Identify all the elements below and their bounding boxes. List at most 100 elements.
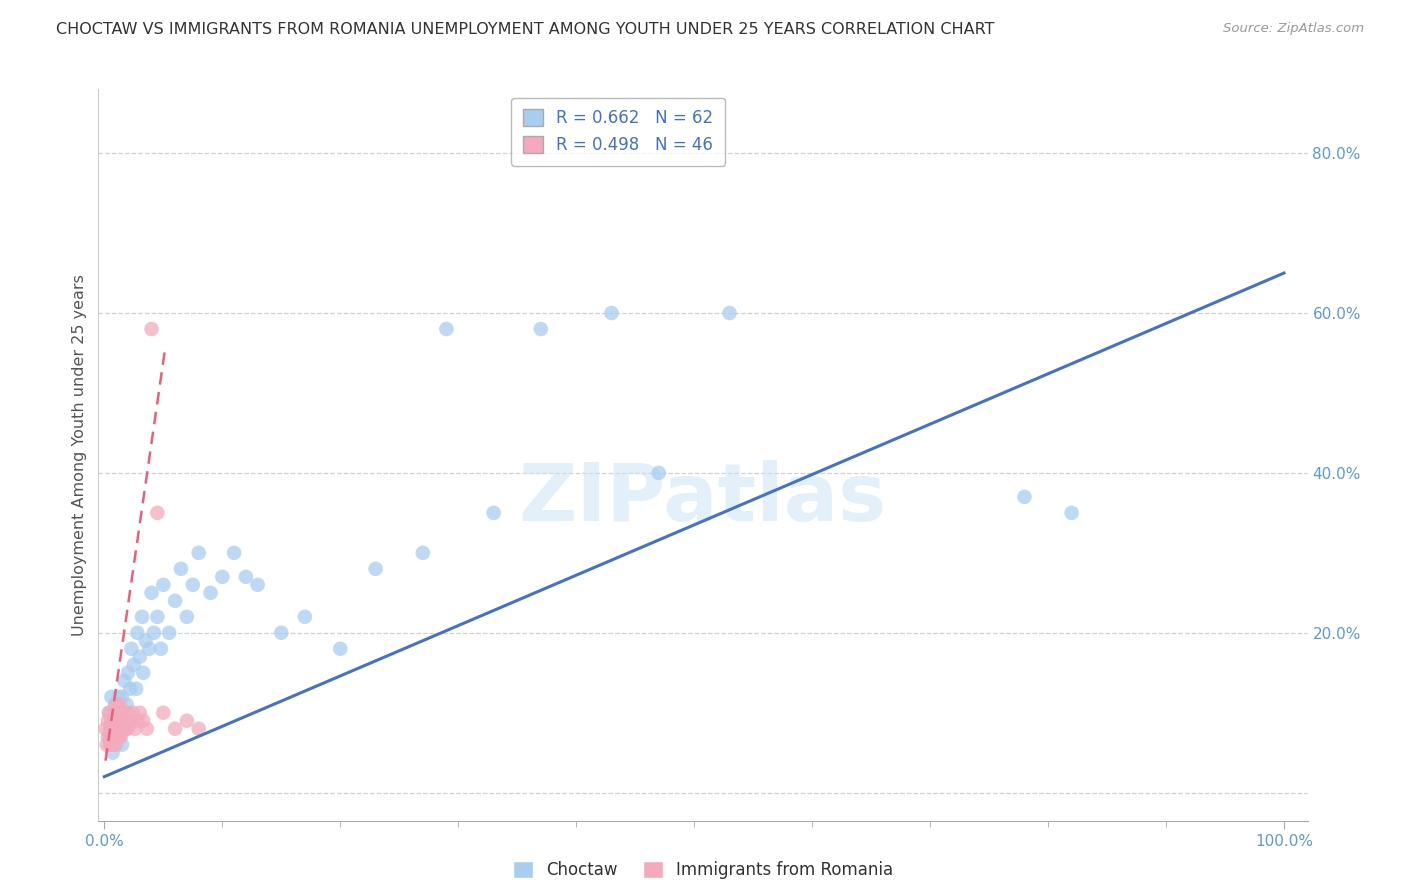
Point (187, 546, 209, 560)
Point (112, 673, 135, 688)
Point (138, 641, 160, 656)
Point (235, 570, 257, 584)
Point (127, 714, 149, 728)
Point (105, 738, 128, 752)
Point (127, 625, 149, 640)
Point (181, 578, 204, 592)
Point (600, 306, 623, 320)
Point (132, 665, 155, 680)
Point (108, 722, 131, 736)
Point (98, 706, 121, 720)
Point (100, 714, 122, 728)
Point (200, 586, 222, 600)
Point (132, 714, 155, 728)
Point (105, 714, 128, 728)
Point (97, 714, 120, 728)
Point (149, 641, 172, 656)
Point (165, 722, 187, 736)
Point (125, 681, 148, 696)
Point (104, 738, 127, 752)
Point (530, 322, 553, 336)
Point (111, 738, 134, 752)
Point (103, 730, 125, 744)
Point (107, 730, 129, 744)
Point (436, 322, 458, 336)
Point (105, 706, 128, 720)
Point (128, 649, 150, 664)
Text: ZIPatlas: ZIPatlas (519, 459, 887, 538)
Point (111, 690, 134, 704)
Point (294, 609, 316, 624)
Point (112, 722, 135, 736)
Point (146, 506, 169, 520)
Point (110, 714, 132, 728)
Point (114, 722, 136, 736)
Point (110, 714, 132, 728)
Point (718, 306, 741, 320)
Text: CHOCTAW VS IMMIGRANTS FROM ROMANIA UNEMPLOYMENT AMONG YOUTH UNDER 25 YEARS CORRE: CHOCTAW VS IMMIGRANTS FROM ROMANIA UNEMP… (56, 22, 994, 37)
Point (98, 738, 121, 752)
Point (110, 730, 132, 744)
Point (104, 698, 127, 712)
Point (117, 722, 139, 736)
Point (103, 730, 125, 744)
Point (176, 609, 198, 624)
Point (105, 698, 128, 712)
Point (108, 730, 131, 744)
Point (103, 714, 125, 728)
Point (135, 722, 157, 736)
Point (1060, 506, 1083, 520)
Point (141, 322, 163, 336)
Point (115, 706, 138, 720)
Point (98, 730, 121, 744)
Point (120, 681, 142, 696)
Point (170, 562, 193, 576)
Point (135, 633, 157, 648)
Point (104, 706, 127, 720)
Point (112, 706, 135, 720)
Point (117, 665, 139, 680)
Point (108, 698, 131, 712)
Point (101, 722, 124, 736)
Point (98, 738, 121, 752)
Point (105, 722, 128, 736)
Point (120, 714, 142, 728)
Point (111, 722, 134, 736)
Point (187, 722, 209, 736)
Point (115, 698, 138, 712)
Point (107, 690, 129, 704)
Point (364, 562, 387, 576)
Point (98, 722, 121, 736)
Point (146, 609, 169, 624)
Point (131, 609, 153, 624)
Point (100, 730, 122, 744)
Text: Source: ZipAtlas.com: Source: ZipAtlas.com (1223, 22, 1364, 36)
Point (141, 586, 163, 600)
Point (118, 714, 141, 728)
Point (94, 722, 117, 736)
Point (152, 706, 174, 720)
Point (246, 578, 269, 592)
Point (121, 706, 143, 720)
Point (1014, 490, 1036, 504)
Point (100, 690, 122, 704)
Point (112, 714, 135, 728)
Point (120, 641, 142, 656)
Point (101, 738, 124, 752)
Point (211, 570, 233, 584)
Point (114, 722, 136, 736)
Point (111, 706, 134, 720)
Point (176, 714, 198, 728)
Point (270, 625, 292, 640)
Point (128, 706, 150, 720)
Point (122, 657, 145, 672)
Point (107, 714, 129, 728)
Point (101, 746, 124, 760)
Point (165, 594, 187, 608)
Legend: Choctaw, Immigrants from Romania: Choctaw, Immigrants from Romania (506, 854, 900, 886)
Point (648, 466, 671, 480)
Point (222, 546, 245, 560)
Point (152, 578, 174, 592)
Point (124, 722, 146, 736)
Point (98, 706, 121, 720)
